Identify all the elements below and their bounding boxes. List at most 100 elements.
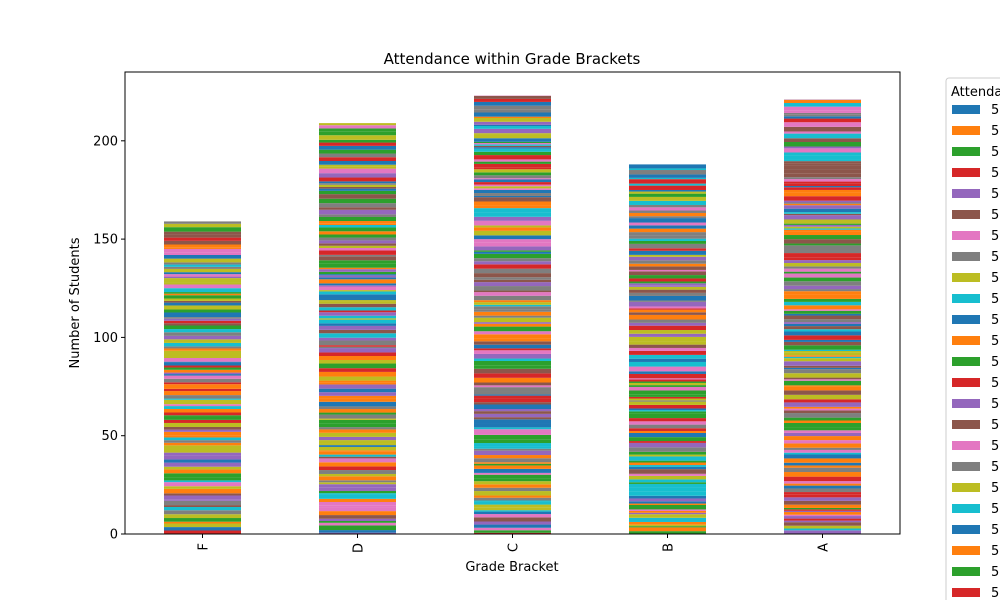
bar-segment xyxy=(319,521,396,523)
bar-segment xyxy=(629,482,706,484)
bar-segment xyxy=(784,189,861,193)
bar-segment xyxy=(319,412,396,415)
bar-segment xyxy=(474,273,551,278)
bar-segment xyxy=(164,449,241,453)
bar-segment xyxy=(629,240,706,244)
bar-segment xyxy=(784,436,861,441)
bar-segment xyxy=(784,192,861,197)
bar-segment xyxy=(784,313,861,316)
bar-segment xyxy=(164,523,241,528)
bar-segment xyxy=(784,518,861,521)
bar-segment xyxy=(319,271,396,275)
bar-segment xyxy=(164,318,241,321)
bar-segment xyxy=(474,448,551,451)
chart-title: Attendance within Grade Brackets xyxy=(384,50,641,68)
bar-segment xyxy=(164,278,241,283)
bar-segment xyxy=(319,224,396,228)
bar-segment xyxy=(629,336,706,342)
legend-label: 5 xyxy=(991,187,999,202)
legend-swatch xyxy=(952,210,980,219)
bar-segment xyxy=(784,212,861,214)
bar-segment xyxy=(784,112,861,115)
bar-segment xyxy=(164,244,241,248)
bar-segment xyxy=(319,214,396,217)
bar-segment xyxy=(474,282,551,287)
bar-segment xyxy=(629,238,706,241)
bar-segment xyxy=(319,275,396,278)
bar-segment xyxy=(784,315,861,320)
bar-segment xyxy=(164,384,241,389)
bar-segment xyxy=(474,112,551,117)
bar-segment xyxy=(629,466,706,470)
bar-segment xyxy=(784,273,861,278)
bar-segment xyxy=(474,511,551,515)
bar-segment xyxy=(474,117,551,122)
legend-entries: 5 5 5 5 5 5 5 5 5 5 5 5 5 5 5 5 5 5 5 5 5 5 5 5 xyxy=(952,103,999,600)
bar-segment xyxy=(629,411,706,414)
bar-segment xyxy=(474,348,551,351)
bar-segment xyxy=(319,337,396,341)
bar-segment xyxy=(784,528,861,531)
bar-segment xyxy=(784,443,861,448)
bar-segment xyxy=(474,462,551,464)
bar-segment xyxy=(319,522,396,526)
bar-segment xyxy=(784,507,861,510)
bar-segment xyxy=(319,414,396,419)
bar-segment xyxy=(474,373,551,378)
bar-segment xyxy=(319,418,396,420)
bar-segment xyxy=(164,325,241,330)
bar-segment xyxy=(164,221,241,224)
bar-segment xyxy=(784,268,861,272)
bar-segment xyxy=(629,501,706,504)
bar-segment xyxy=(319,363,396,369)
bar-segment xyxy=(784,492,861,495)
legend-label: 5 xyxy=(991,355,999,370)
bar-segment xyxy=(784,394,861,400)
bar-segment xyxy=(629,509,706,511)
bar-segment xyxy=(474,195,551,198)
bar-segment xyxy=(629,243,706,249)
bar-segment xyxy=(474,225,551,228)
bar-segment xyxy=(629,456,706,461)
bar-segment xyxy=(164,258,241,263)
bar-segment xyxy=(319,487,396,491)
y-tick-label: 100 xyxy=(93,331,118,346)
bar-segment xyxy=(319,177,396,182)
bar-segment xyxy=(784,245,861,250)
bar-segment xyxy=(784,202,861,204)
bar-segment xyxy=(784,355,861,357)
bar-segment xyxy=(164,406,241,409)
bar-segment xyxy=(629,333,706,337)
bar-segment xyxy=(784,291,861,295)
bar-segment xyxy=(319,419,396,424)
bar-segment xyxy=(319,181,396,184)
bar-segment xyxy=(319,221,396,224)
bar-segment xyxy=(629,271,706,276)
legend-swatch xyxy=(952,126,980,135)
bar-segment xyxy=(474,128,551,134)
bar-segment xyxy=(474,239,551,243)
bar-segment xyxy=(629,382,706,386)
bar-segment xyxy=(164,442,241,446)
bar-segment xyxy=(164,234,241,238)
bar-segment xyxy=(784,352,861,356)
bar-segment xyxy=(319,227,396,232)
bar-segment xyxy=(629,164,706,169)
bar-segment xyxy=(164,342,241,347)
bar-segment xyxy=(629,441,706,443)
bar-segment xyxy=(629,517,706,522)
bar-segment xyxy=(474,431,551,435)
bar-segment xyxy=(319,398,396,402)
bar-segment xyxy=(164,419,241,423)
bar-segment xyxy=(784,356,861,359)
bar-segment xyxy=(319,382,396,385)
bar-segment xyxy=(629,487,706,492)
bar-segment xyxy=(629,378,706,380)
bar-segment xyxy=(784,514,861,517)
bar-segment xyxy=(784,226,861,229)
legend-swatch xyxy=(952,252,980,261)
bar-segment xyxy=(474,404,551,409)
bar-segment xyxy=(474,481,551,485)
bar-segment xyxy=(319,451,396,455)
